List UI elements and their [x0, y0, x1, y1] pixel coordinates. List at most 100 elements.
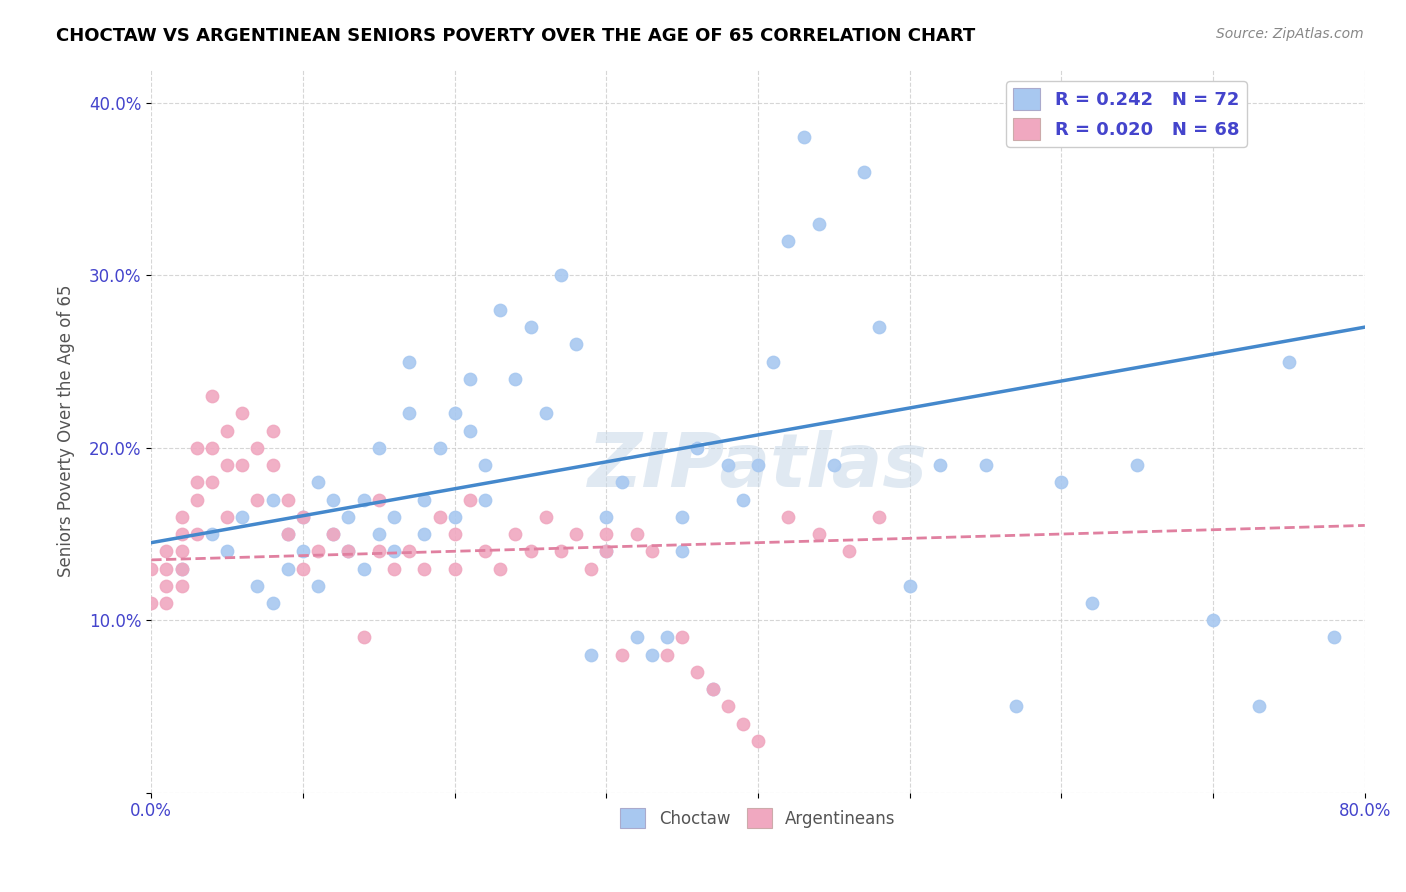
Point: [655, 631, 678, 645]
Point: [262, 492, 284, 507]
Point: [170, 561, 193, 575]
Point: [534, 509, 557, 524]
Point: [1005, 699, 1028, 714]
Point: [155, 561, 177, 575]
Point: [398, 406, 420, 420]
Point: [337, 544, 360, 558]
Point: [474, 544, 496, 558]
Point: [262, 458, 284, 472]
Point: [155, 579, 177, 593]
Y-axis label: Seniors Poverty Over the Age of 65: Seniors Poverty Over the Age of 65: [58, 285, 75, 577]
Point: [217, 509, 239, 524]
Point: [170, 509, 193, 524]
Point: [307, 544, 329, 558]
Point: [413, 527, 436, 541]
Point: [686, 665, 709, 679]
Point: [519, 544, 541, 558]
Point: [382, 509, 405, 524]
Point: [595, 527, 617, 541]
Point: [155, 544, 177, 558]
Point: [231, 458, 253, 472]
Point: [458, 372, 481, 386]
Point: [778, 509, 800, 524]
Point: [367, 441, 389, 455]
Point: [489, 561, 512, 575]
Point: [429, 509, 451, 524]
Point: [262, 424, 284, 438]
Text: ZIPatlas: ZIPatlas: [588, 430, 928, 503]
Point: [641, 544, 664, 558]
Point: [671, 509, 693, 524]
Point: [793, 130, 815, 145]
Point: [201, 389, 224, 403]
Point: [519, 320, 541, 334]
Point: [201, 527, 224, 541]
Point: [505, 527, 527, 541]
Point: [702, 682, 724, 697]
Point: [353, 561, 375, 575]
Point: [610, 648, 633, 662]
Point: [413, 492, 436, 507]
Point: [838, 544, 860, 558]
Point: [186, 527, 208, 541]
Point: [505, 372, 527, 386]
Point: [231, 509, 253, 524]
Point: [429, 441, 451, 455]
Point: [458, 424, 481, 438]
Point: [474, 458, 496, 472]
Point: [382, 561, 405, 575]
Point: [186, 475, 208, 490]
Point: [337, 544, 360, 558]
Point: [641, 648, 664, 662]
Point: [170, 544, 193, 558]
Point: [868, 509, 890, 524]
Text: CHOCTAW VS ARGENTINEAN SENIORS POVERTY OVER THE AGE OF 65 CORRELATION CHART: CHOCTAW VS ARGENTINEAN SENIORS POVERTY O…: [56, 27, 976, 45]
Point: [443, 406, 465, 420]
Point: [291, 509, 314, 524]
Point: [413, 561, 436, 575]
Point: [762, 354, 785, 368]
Point: [1202, 613, 1225, 627]
Legend: Choctaw, Argentineans: Choctaw, Argentineans: [613, 801, 903, 835]
Point: [898, 579, 921, 593]
Point: [1081, 596, 1104, 610]
Point: [1050, 475, 1073, 490]
Point: [686, 441, 709, 455]
Point: [550, 544, 572, 558]
Point: [579, 648, 602, 662]
Point: [579, 561, 602, 575]
Point: [307, 475, 329, 490]
Point: [201, 475, 224, 490]
Point: [291, 509, 314, 524]
Point: [367, 492, 389, 507]
Point: [443, 561, 465, 575]
Point: [702, 682, 724, 697]
Point: [246, 579, 269, 593]
Point: [353, 631, 375, 645]
Point: [170, 561, 193, 575]
Point: [277, 527, 299, 541]
Point: [626, 527, 648, 541]
Point: [747, 734, 769, 748]
Point: [823, 458, 845, 472]
Point: [747, 458, 769, 472]
Point: [731, 716, 754, 731]
Point: [291, 544, 314, 558]
Point: [246, 441, 269, 455]
Point: [170, 527, 193, 541]
Point: [807, 217, 830, 231]
Point: [277, 527, 299, 541]
Point: [322, 527, 344, 541]
Point: [398, 544, 420, 558]
Point: [201, 441, 224, 455]
Point: [262, 596, 284, 610]
Point: [277, 561, 299, 575]
Point: [565, 527, 588, 541]
Point: [231, 406, 253, 420]
Point: [367, 527, 389, 541]
Point: [246, 492, 269, 507]
Point: [731, 492, 754, 507]
Point: [595, 509, 617, 524]
Point: [717, 699, 740, 714]
Point: [1126, 458, 1149, 472]
